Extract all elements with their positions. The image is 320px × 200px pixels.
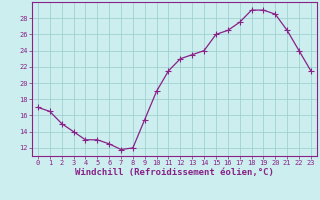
X-axis label: Windchill (Refroidissement éolien,°C): Windchill (Refroidissement éolien,°C) bbox=[75, 168, 274, 177]
